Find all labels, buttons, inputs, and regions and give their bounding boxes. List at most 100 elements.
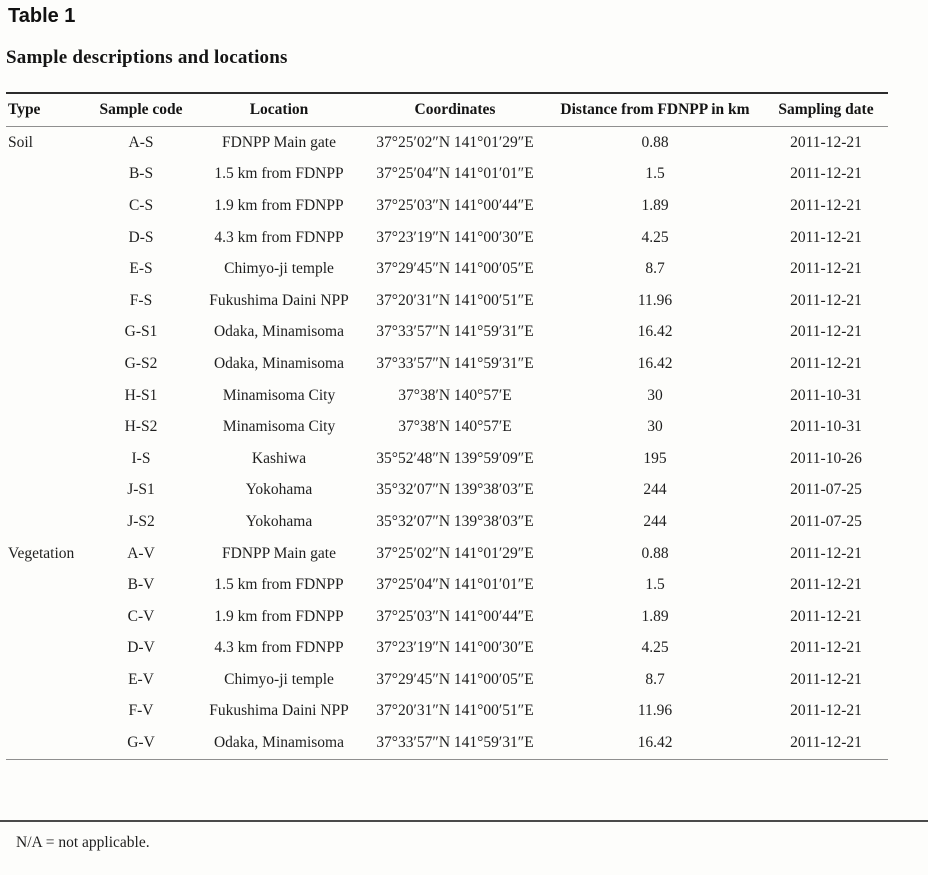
cell-sampling-date: 2011-12-21 <box>790 544 862 562</box>
cell-location: Odaka, Minamisoma <box>213 354 344 372</box>
cell-coordinates: 37°20′31″N 141°00′51″E <box>376 291 534 309</box>
cell-distance: 8.7 <box>645 670 665 688</box>
cell-location: Odaka, Minamisoma <box>213 323 344 341</box>
cell-sample-code: H-S2 <box>124 418 158 436</box>
table-row: B-V 1.5 km from FDNPP 37°25′04″N 141°01′01… <box>6 569 888 601</box>
column-header-sampling-date: Sampling date <box>778 101 874 118</box>
cell-location: 1.9 km from FDNPP <box>214 607 344 625</box>
cell-coordinates: 37°25′03″N 141°00′44″E <box>376 607 534 625</box>
cell-sample-code: J-S1 <box>127 481 155 499</box>
cell-coordinates: 37°33′57″N 141°59′31″E <box>376 734 534 752</box>
cell-distance: 1.89 <box>641 196 669 214</box>
cell-sample-code: D-V <box>127 639 155 657</box>
cell-sample-code: C-V <box>127 607 155 625</box>
cell-coordinates: 37°25′03″N 141°00′44″E <box>376 196 534 214</box>
table-row: G-S1 Odaka, Minamisoma 37°33′57″N 141°59′3… <box>6 317 888 349</box>
cell-distance: 244 <box>643 481 667 499</box>
table-caption: Sample descriptions and locations <box>6 47 288 68</box>
cell-coordinates: 37°25′04″N 141°01′01″E <box>376 576 534 594</box>
table-row: I-S Kashiwa 35°52′48″N 139°59′09″E 195 2011-… <box>6 443 888 475</box>
cell-distance: 30 <box>647 386 663 404</box>
cell-distance: 244 <box>643 512 667 530</box>
cell-location: Chimyo-ji temple <box>224 260 334 278</box>
cell-coordinates: 37°23′19″N 141°00′30″E <box>376 228 534 246</box>
cell-sample-code: E-V <box>128 670 154 688</box>
cell-distance: 16.42 <box>637 734 673 752</box>
cell-sampling-date: 2011-12-21 <box>790 196 862 214</box>
cell-coordinates: 37°29′45″N 141°00′05″E <box>376 670 534 688</box>
cell-distance: 11.96 <box>637 291 673 309</box>
column-header-coordinates: Coordinates <box>414 101 496 118</box>
cell-location: 1.9 km from FDNPP <box>214 196 344 214</box>
table-row: B-S 1.5 km from FDNPP 37°25′04″N 141°01′01… <box>6 159 888 191</box>
table-row: F-S Fukushima Daini NPP 37°20′31″N 141°00′… <box>6 285 888 317</box>
cell-sampling-date: 2011-12-21 <box>790 260 862 278</box>
cell-distance: 1.89 <box>641 607 669 625</box>
cell-sample-code: J-S2 <box>127 512 155 530</box>
data-table: Type Sample code Location Coordinates Di… <box>6 92 888 760</box>
cell-sample-code: I-S <box>131 449 151 467</box>
cell-sample-code: H-S1 <box>124 386 158 404</box>
cell-sample-code: G-S2 <box>124 354 158 372</box>
cell-sampling-date: 2011-12-21 <box>790 323 862 341</box>
cell-location: Yokohama <box>245 512 313 530</box>
table-row: C-V 1.9 km from FDNPP 37°25′03″N 141°00′44… <box>6 601 888 633</box>
table-row: H-S2 Minamisoma City 37°38′N 140°57′E 30 201… <box>6 411 888 443</box>
cell-sampling-date: 2011-12-21 <box>790 576 862 594</box>
cell-coordinates: 35°52′48″N 139°59′09″E <box>376 449 534 467</box>
table-row: J-S2 Yokohama 35°32′07″N 139°38′03″E 244 201… <box>6 506 888 538</box>
footnote-text: N/A = not applicable. <box>16 834 150 851</box>
cell-coordinates: 37°25′02″N 141°01′29″E <box>376 133 534 151</box>
cell-sample-code: F-V <box>128 702 154 720</box>
cell-sampling-date: 2011-12-21 <box>790 354 862 372</box>
cell-sampling-date: 2011-07-25 <box>790 512 862 530</box>
cell-type: Vegetation <box>8 544 75 562</box>
table-row: C-S 1.9 km from FDNPP 37°25′03″N 141°00′44… <box>6 190 888 222</box>
cell-sampling-date: 2011-12-21 <box>790 291 862 309</box>
table-row: J-S1 Yokohama 35°32′07″N 139°38′03″E 244 201… <box>6 475 888 507</box>
cell-sample-code: D-S <box>128 228 154 246</box>
cell-location: Kashiwa <box>251 449 307 467</box>
table-row: D-V 4.3 km from FDNPP 37°23′19″N 141°00′30… <box>6 633 888 665</box>
cell-sample-code: A-S <box>128 133 154 151</box>
cell-coordinates: 37°25′02″N 141°01′29″E <box>376 544 534 562</box>
table-body: Soil A-S FDNPP Main gate 37°25′02″N 141°01′… <box>6 127 888 760</box>
cell-distance: 11.96 <box>637 702 673 720</box>
cell-location: 4.3 km from FDNPP <box>214 228 344 246</box>
cell-sampling-date: 2011-07-25 <box>790 481 862 499</box>
cell-sampling-date: 2011-12-21 <box>790 165 862 183</box>
column-header-type: Type <box>8 101 41 118</box>
table-row: E-V Chimyo-ji temple 37°29′45″N 141°00′05″… <box>6 664 888 696</box>
cell-coordinates: 37°23′19″N 141°00′30″E <box>376 639 534 657</box>
cell-location: 4.3 km from FDNPP <box>214 639 344 657</box>
table-row: Soil A-S FDNPP Main gate 37°25′02″N 141°01′… <box>6 127 888 159</box>
cell-sampling-date: 2011-12-21 <box>790 734 862 752</box>
cell-distance: 1.5 <box>645 576 665 594</box>
cell-distance: 8.7 <box>645 260 665 278</box>
page-title: Table 1 <box>8 5 76 27</box>
table-row: E-S Chimyo-ji temple 37°29′45″N 141°00′05″… <box>6 253 888 285</box>
cell-location: FDNPP Main gate <box>222 544 336 562</box>
cell-coordinates: 37°20′31″N 141°00′51″E <box>376 702 534 720</box>
cell-coordinates: 37°38′N 140°57′E <box>398 386 512 404</box>
cell-coordinates: 37°29′45″N 141°00′05″E <box>376 260 534 278</box>
cell-location: 1.5 km from FDNPP <box>214 576 344 594</box>
cell-distance: 0.88 <box>641 133 669 151</box>
cell-location: Chimyo-ji temple <box>224 670 334 688</box>
cell-coordinates: 37°33′57″N 141°59′31″E <box>376 323 534 341</box>
cell-location: Minamisoma City <box>222 418 336 436</box>
cell-location: Minamisoma City <box>222 386 336 404</box>
cell-distance: 30 <box>647 418 663 436</box>
cell-sample-code: F-S <box>129 291 153 309</box>
cell-sampling-date: 2011-12-21 <box>790 639 862 657</box>
cell-distance: 0.88 <box>641 544 669 562</box>
cell-sample-code: B-V <box>127 576 155 594</box>
cell-location: Yokohama <box>245 481 313 499</box>
cell-coordinates: 35°32′07″N 139°38′03″E <box>376 481 534 499</box>
cell-sampling-date: 2011-10-31 <box>790 386 862 404</box>
cell-location: Fukushima Daini NPP <box>209 291 349 309</box>
column-header-sample-code: Sample code <box>99 101 183 118</box>
cell-distance: 4.25 <box>641 228 669 246</box>
table-row: H-S1 Minamisoma City 37°38′N 140°57′E 30 201… <box>6 380 888 412</box>
cell-sample-code: G-S1 <box>124 323 158 341</box>
